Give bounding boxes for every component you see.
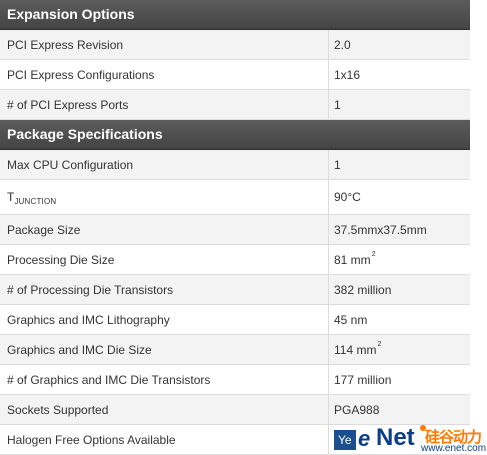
spec-row-max-cpu-configuration: Max CPU Configuration 1 <box>0 150 470 180</box>
spec-label: Graphics and IMC Die Size <box>0 335 329 364</box>
spec-label-subscript: JUNCTION <box>14 196 57 206</box>
yes-badge: Ye <box>334 429 356 450</box>
spec-label: Max CPU Configuration <box>0 150 329 179</box>
spec-row-pci-express-configurations: PCI Express Configurations 1x16 <box>0 60 470 90</box>
spec-label: PCI Express Revision <box>0 30 329 59</box>
spec-row-graphics-imc-die-size: Graphics and IMC Die Size 114 mm 2 <box>0 335 470 365</box>
spec-value: 177 million <box>334 372 392 387</box>
watermark-dot-icon <box>420 425 426 431</box>
spec-label: T JUNCTION <box>0 180 329 214</box>
watermark-e: e <box>358 426 371 451</box>
spec-value: 81 mm 2 <box>329 245 470 274</box>
spec-row-processing-die-transistors: # of Processing Die Transistors 382 mill… <box>0 275 470 305</box>
spec-row-halogen-free-options: Halogen Free Options Available Ye <box>0 425 470 455</box>
spec-value: 1 <box>334 97 341 112</box>
spec-value: 37.5mmx37.5mm <box>334 222 427 237</box>
spec-row-tjunction: T JUNCTION 90°C <box>0 180 470 215</box>
spec-label: Sockets Supported <box>0 395 329 424</box>
section-header-expansion-options: Expansion Options <box>0 0 470 30</box>
spec-label: # of PCI Express Ports <box>0 90 329 119</box>
spec-label: Graphics and IMC Lithography <box>0 305 329 334</box>
spec-value: 1x16 <box>334 67 361 82</box>
spec-value: 382 million <box>334 282 392 297</box>
spec-value: 2.0 <box>334 37 351 52</box>
spec-value-superscript: 2 <box>377 341 382 348</box>
enet-watermark-logo: e Net 硅谷动力 www.enet.com.cn <box>352 424 487 455</box>
spec-value-main: 81 mm <box>334 252 371 267</box>
spec-value: PGA988 <box>334 402 380 417</box>
spec-label: Processing Die Size <box>0 245 329 274</box>
spec-label-main: T <box>7 190 15 204</box>
spec-value: 90°C <box>334 190 361 204</box>
spec-row-graphics-imc-lithography: Graphics and IMC Lithography 45 nm <box>0 305 470 335</box>
spec-table: Expansion Options PCI Express Revision 2… <box>0 0 470 455</box>
watermark-net: Net <box>376 424 415 451</box>
spec-row-pci-express-revision: PCI Express Revision 2.0 <box>0 30 470 60</box>
spec-label: # of Processing Die Transistors <box>0 275 329 304</box>
spec-row-processing-die-size: Processing Die Size 81 mm 2 <box>0 245 470 275</box>
spec-row-graphics-imc-die-transistors: # of Graphics and IMC Die Transistors 17… <box>0 365 470 395</box>
section-header-package-specifications: Package Specifications <box>0 120 470 150</box>
spec-label: Halogen Free Options Available <box>0 425 329 454</box>
spec-row-sockets-supported: Sockets Supported PGA988 <box>0 395 470 425</box>
spec-value-main: 114 mm <box>334 342 377 357</box>
watermark-site-url: www.enet.com.cn <box>421 443 487 454</box>
spec-label: # of Graphics and IMC Die Transistors <box>0 365 329 394</box>
watermark-chinese-logo: 硅谷动力 <box>425 429 482 446</box>
spec-value-superscript: 2 <box>371 251 376 258</box>
spec-value: 114 mm 2 <box>329 335 470 364</box>
spec-row-package-size: Package Size 37.5mmx37.5mm <box>0 215 470 245</box>
spec-label: Package Size <box>0 215 329 244</box>
spec-label: PCI Express Configurations <box>0 60 329 89</box>
spec-value: 45 nm <box>334 312 368 327</box>
spec-row-pci-express-ports: # of PCI Express Ports 1 <box>0 90 470 120</box>
spec-value: 1 <box>334 157 341 172</box>
spec-value: Ye <box>329 425 470 454</box>
